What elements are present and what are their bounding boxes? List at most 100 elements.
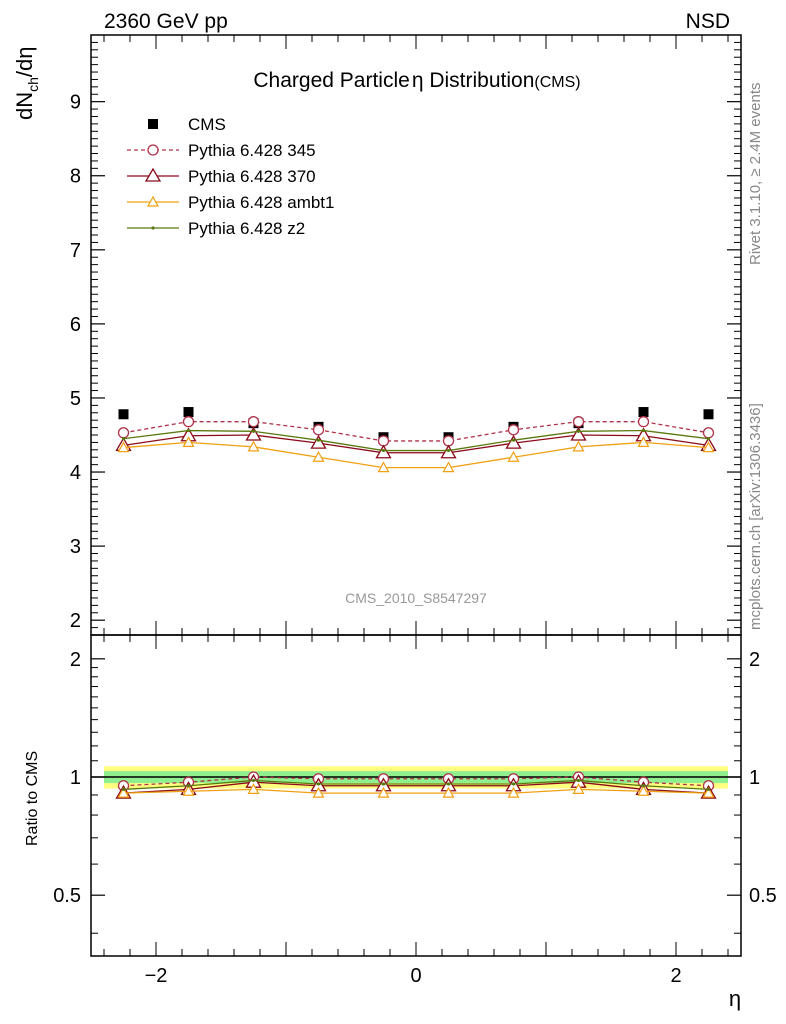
legend-circle-marker	[147, 144, 159, 156]
main-ytick-label: 8	[70, 166, 81, 188]
ratio-point-small-triangle-marker	[442, 786, 455, 798]
main-ytick-label: 7	[70, 240, 81, 262]
main-point-small-triangle-marker	[182, 436, 195, 448]
ratio-point-small-triangle-marker	[247, 783, 260, 794]
main-point-triangle-marker	[310, 434, 327, 449]
main-point-dot-marker	[186, 428, 191, 433]
ratio-point-dot-marker	[706, 787, 711, 791]
main-point-triangle-marker	[245, 426, 262, 441]
main-point-circle-marker	[247, 416, 260, 428]
ratio-series-2	[117, 783, 715, 798]
ratio-axis-ticks: 0.5 0.5 1 1 2 2 −2 0 2	[53, 635, 777, 987]
ratio-point-dot-marker	[251, 778, 256, 783]
main-series-line	[123, 441, 709, 469]
main-point-small-triangle-marker	[117, 441, 130, 453]
ratio-xlabel: η	[729, 986, 741, 1011]
ratio-ytick-label-left: 2	[70, 649, 81, 671]
ratio-point-dot-marker	[511, 782, 516, 786]
legend-entry-0: CMS	[148, 115, 226, 134]
main-ytick-label: 4	[70, 462, 81, 484]
ratio-series-line	[123, 788, 709, 794]
main-point-circle-marker	[442, 435, 455, 447]
main-series-line	[123, 429, 709, 452]
main-point-triangle-marker	[570, 426, 587, 441]
main-point-dot-marker	[316, 438, 321, 442]
legend-label: Pythia 6.428 370	[188, 167, 316, 186]
energy-label: 2360 GeV pp	[104, 10, 228, 33]
ratio-xtick-label: 0	[410, 965, 421, 987]
main-ytick-label: 9	[70, 92, 81, 114]
main-point-square-marker	[703, 409, 714, 420]
main-ylabel: dNch/dη	[12, 46, 41, 120]
process-label: NSD	[686, 10, 730, 33]
legend-entry-2: Pythia 6.428 370	[127, 167, 316, 186]
main-point-square-marker	[638, 407, 649, 418]
ratio-point-dot-marker	[641, 784, 646, 788]
main-point-dot-marker	[251, 429, 256, 433]
ratio-series-line	[123, 779, 709, 791]
ratio-xtick-label: −2	[145, 965, 168, 987]
ratio-point-dot-marker	[316, 782, 321, 786]
main-point-circle-marker	[117, 427, 130, 439]
main-series-line	[123, 434, 709, 454]
ratio-point-small-triangle-marker	[182, 784, 195, 796]
main-point-small-triangle-marker	[442, 461, 455, 473]
main-point-square-marker	[118, 409, 129, 420]
main-series-4	[121, 428, 711, 453]
main-point-small-triangle-marker	[637, 436, 650, 448]
main-point-triangle-marker	[505, 434, 522, 449]
ratio-point-small-triangle-marker	[702, 786, 715, 798]
main-series-1	[117, 416, 715, 447]
ratio-point-small-triangle-marker	[507, 786, 520, 798]
main-point-dot-marker	[446, 448, 451, 453]
ratio-point-dot-marker	[576, 778, 581, 783]
legend: CMS Pythia 6.428 345 Pythia 6.428 370 Pythi…	[127, 115, 334, 238]
ratio-ytick-label-right: 2	[749, 649, 760, 671]
main-point-circle-marker	[702, 427, 715, 439]
ratio-point-small-triangle-marker	[377, 786, 390, 798]
legend-label: Pythia 6.428 ambt1	[188, 193, 334, 212]
ratio-point-dot-marker	[186, 784, 191, 788]
legend-small-triangle-marker	[146, 195, 160, 207]
analysis-id-label: CMS_2010_S8547297	[345, 590, 487, 606]
ratio-ytick-label-right: 0.5	[749, 885, 777, 907]
legend-entry-4: Pythia 6.428 z2	[127, 219, 305, 238]
legend-square-marker	[148, 119, 158, 129]
main-point-dot-marker	[576, 429, 581, 433]
main-point-circle-marker	[182, 416, 195, 428]
main-point-small-triangle-marker	[312, 450, 325, 462]
ratio-series-3	[121, 778, 711, 791]
mcplots-source-label: mcplots.cern.ch [arXiv:1306.3436]	[747, 403, 764, 630]
ratio-ytick-label-right: 1	[749, 767, 760, 789]
ratio-point-small-triangle-marker	[572, 783, 585, 794]
legend-triangle-marker	[144, 167, 162, 182]
ratio-point-dot-marker	[446, 782, 451, 786]
main-point-circle-marker	[377, 435, 390, 447]
main-point-circle-marker	[312, 424, 325, 436]
ratio-xtick-label: 2	[670, 965, 681, 987]
legend-label: Pythia 6.428 z2	[188, 219, 305, 238]
main-point-dot-marker	[641, 428, 646, 433]
ratio-point-dot-marker	[381, 782, 386, 786]
legend-label: CMS	[188, 115, 226, 134]
main-point-circle-marker	[572, 416, 585, 428]
legend-entry-1: Pythia 6.428 345	[127, 141, 316, 160]
main-ytick-label: 6	[70, 314, 81, 336]
main-point-dot-marker	[121, 437, 126, 441]
ratio-ytick-label-left: 1	[70, 767, 81, 789]
main-point-dot-marker	[706, 437, 711, 441]
ratio-series-group	[115, 771, 717, 799]
main-ytick-label: 2	[70, 610, 81, 632]
main-point-dot-marker	[381, 448, 386, 453]
main-ytick-label: 3	[70, 536, 81, 558]
legend-entry-3: Pythia 6.428 ambt1	[127, 193, 334, 212]
rivet-version-label: Rivet 3.1.10, ≥ 2.4M events	[747, 83, 764, 266]
main-series-3	[117, 436, 715, 473]
main-point-circle-marker	[507, 424, 520, 436]
main-point-small-triangle-marker	[247, 440, 260, 452]
main-point-small-triangle-marker	[377, 461, 390, 473]
main-series-group	[115, 407, 717, 473]
legend-dot-marker	[151, 226, 155, 230]
main-axis-ticks: 2 3 4 5 6 7 8 9	[70, 35, 741, 635]
